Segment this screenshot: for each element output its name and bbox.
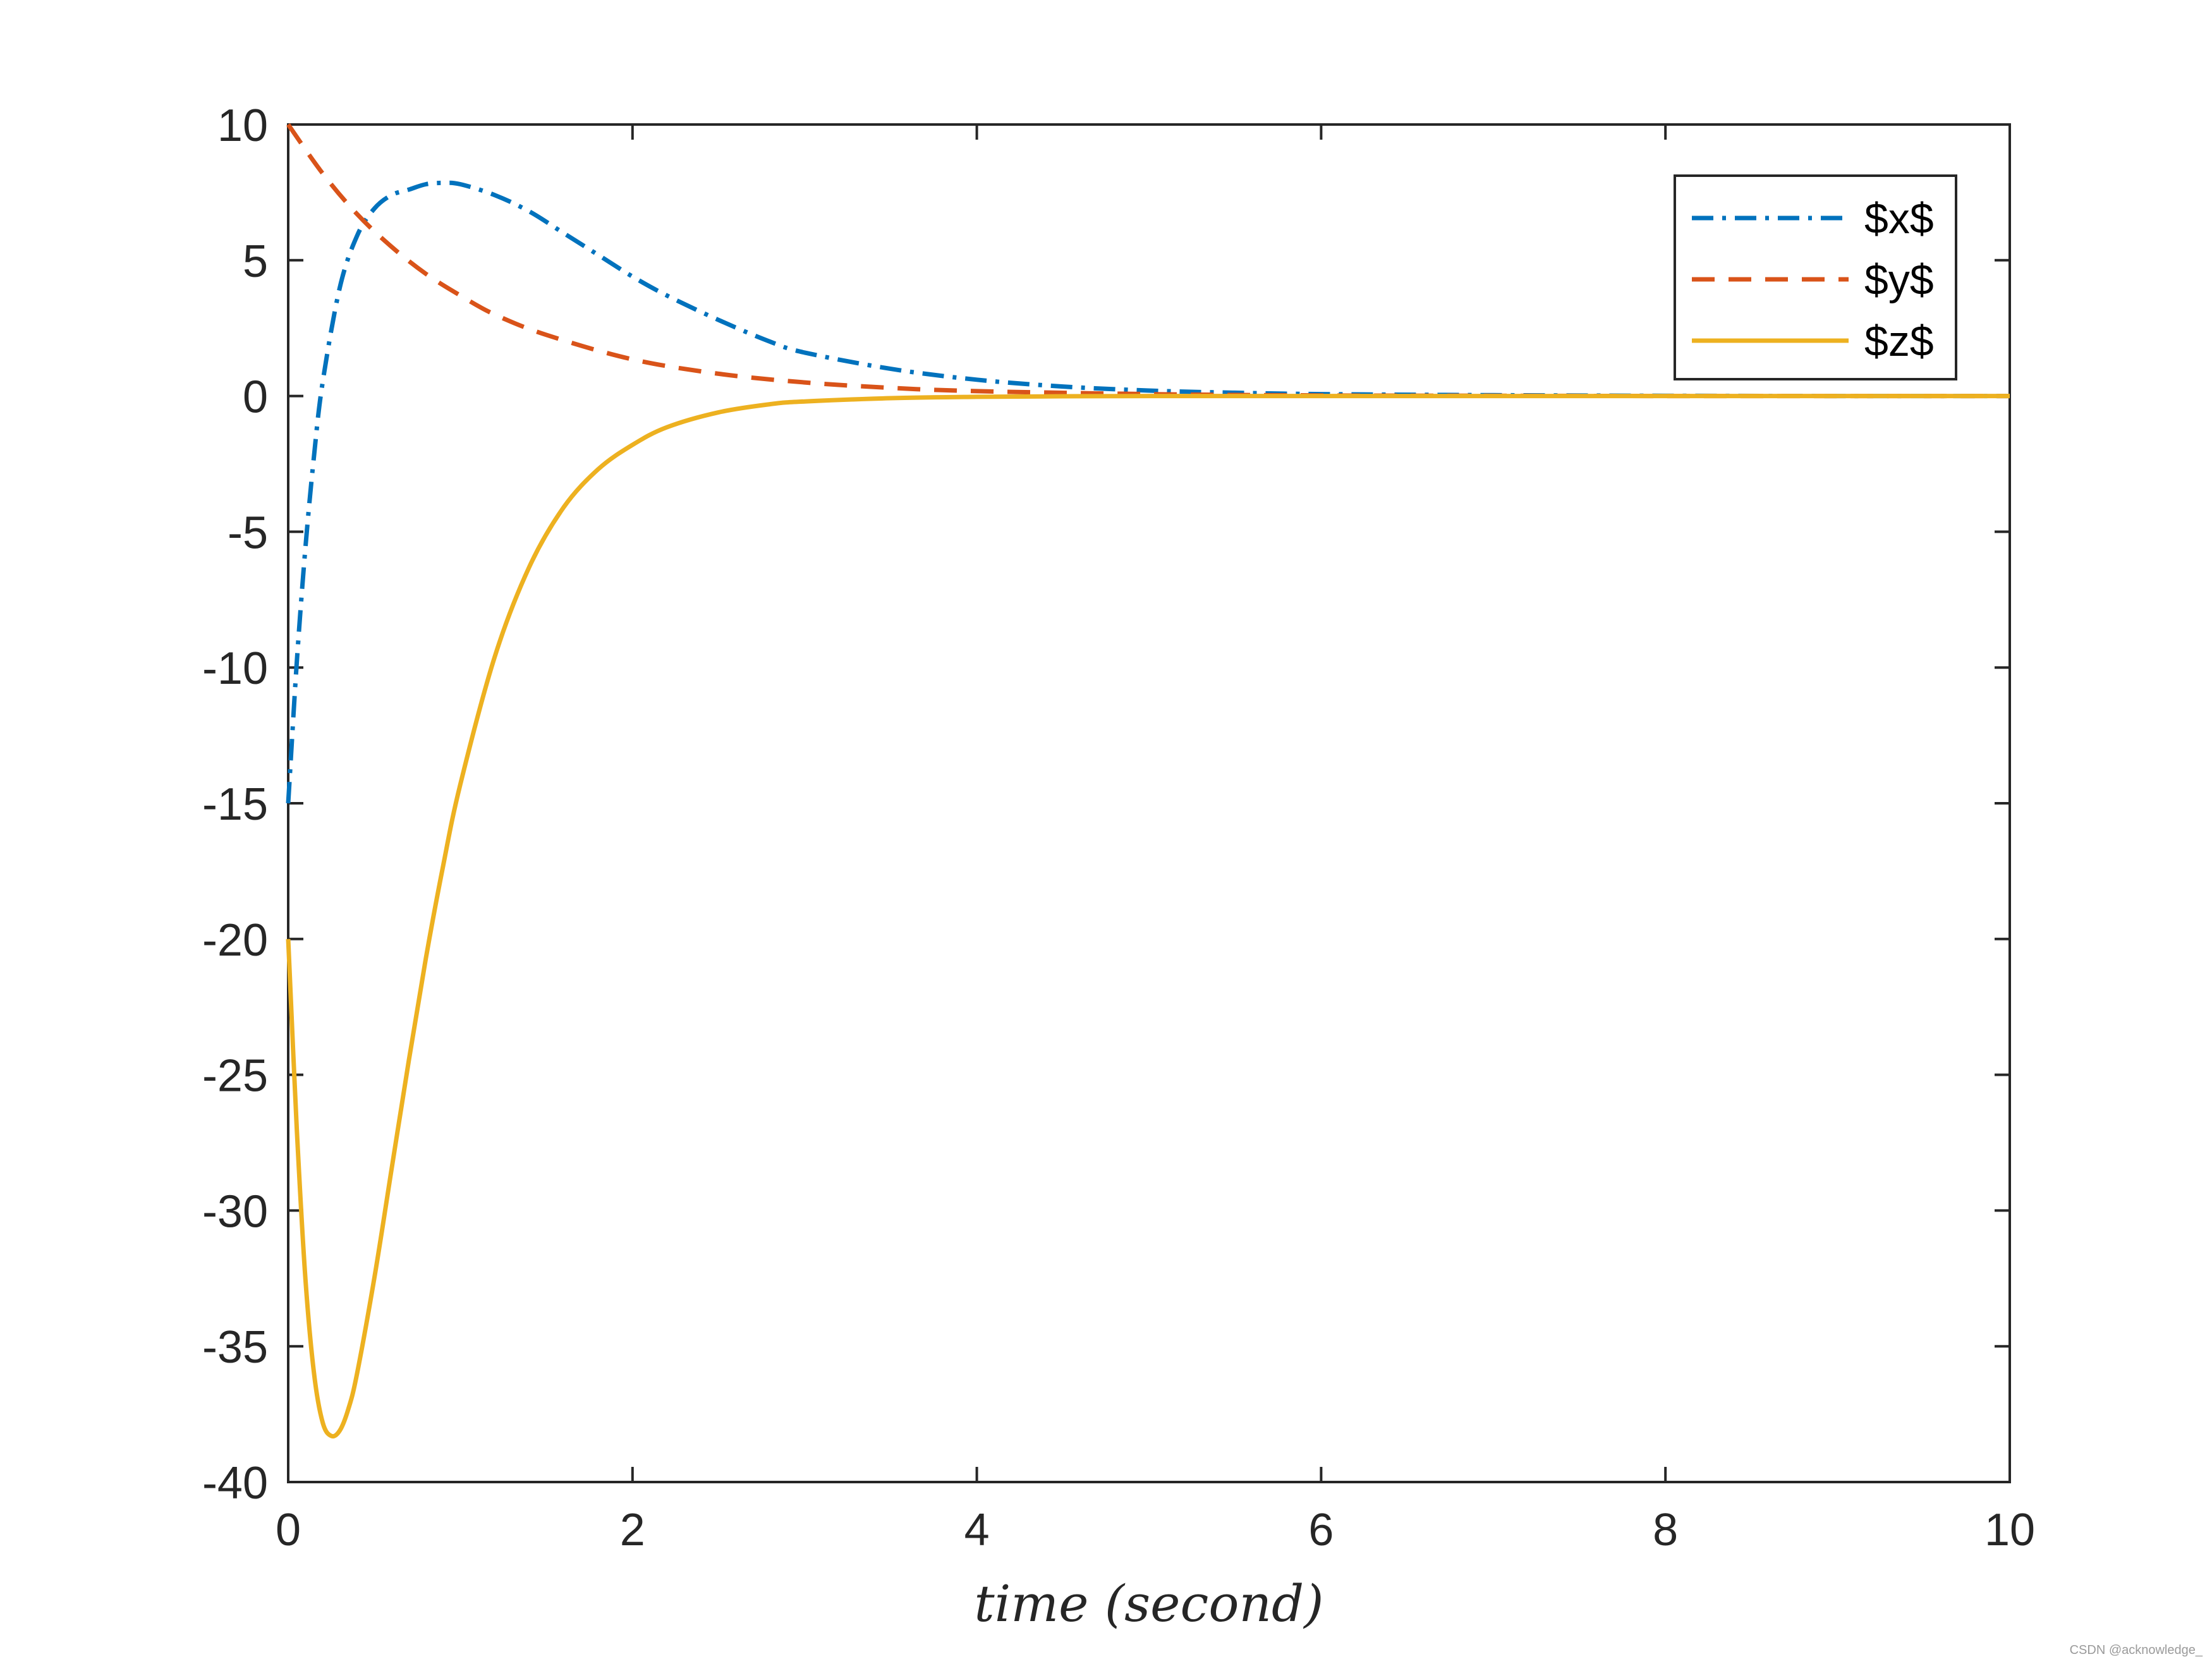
y-tick-label: 10: [217, 100, 268, 151]
y-tick-label: 5: [243, 236, 268, 287]
x-axis-title: time (second): [975, 1574, 1324, 1633]
legend-label-z: $z$: [1864, 317, 1934, 365]
y-tick-label: 0: [243, 372, 268, 423]
y-tick-label: -5: [228, 507, 268, 558]
y-tick-label: -40: [202, 1458, 268, 1509]
watermark: CSDN @acknowledge_: [2070, 1643, 2203, 1657]
x-tick-label: 10: [1984, 1505, 2035, 1555]
y-tick-label: -30: [202, 1186, 268, 1237]
x-tick-label: 2: [620, 1505, 645, 1555]
series-layer: [286, 123, 2010, 1439]
tick-labels: 0 2 4 6 8 10 10 5 0 -5 -10 -15 -20 -25 -30 -35 -40: [202, 100, 2035, 1555]
y-tick-label: -35: [202, 1322, 268, 1373]
x-tick-label: 0: [276, 1505, 301, 1555]
legend-label-x: $x$: [1864, 195, 1934, 243]
legend-items: $x$ $y$ $z$: [1692, 195, 1934, 365]
y-tick-label: -25: [202, 1051, 268, 1102]
series-line-y: [286, 123, 2010, 399]
x-tick-label: 6: [1308, 1505, 1334, 1555]
legend: $x$ $y$ $z$: [1674, 174, 1957, 380]
legend-label-y: $y$: [1864, 256, 1934, 304]
x-tick-label: 8: [1653, 1505, 1678, 1555]
series-line-z: [286, 394, 2010, 1439]
y-tick-label: -15: [202, 779, 268, 830]
y-tick-label: -20: [202, 915, 268, 966]
x-tick-label: 4: [964, 1505, 990, 1555]
y-tick-label: -10: [202, 643, 268, 694]
